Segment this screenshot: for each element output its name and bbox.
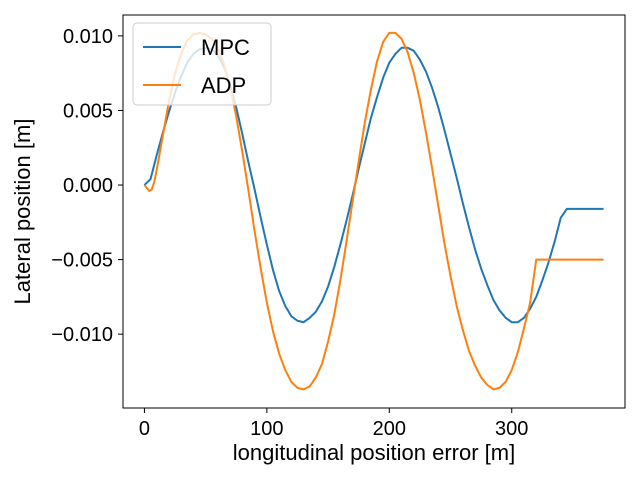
x-axis-label: longitudinal position error [m] xyxy=(233,440,515,465)
y-tick-label: 0.010 xyxy=(63,26,113,48)
legend-label-adp: ADP xyxy=(201,73,246,98)
x-tick-label: 100 xyxy=(250,418,283,440)
y-tick-label: 0.005 xyxy=(63,100,113,122)
y-axis-label: Lateral position [m] xyxy=(10,119,35,305)
y-axis-ticks: −0.010 −0.005 0.000 0.005 0.010 xyxy=(51,26,123,346)
y-tick-label: 0.000 xyxy=(63,175,113,197)
x-axis-ticks: 0 100 200 300 xyxy=(139,408,528,440)
axes-frame xyxy=(122,14,626,409)
y-tick-label: −0.005 xyxy=(51,250,113,272)
x-tick-label: 0 xyxy=(139,418,150,440)
x-tick-label: 200 xyxy=(373,418,406,440)
y-tick-label: −0.010 xyxy=(51,324,113,346)
x-tick-label: 300 xyxy=(495,418,528,440)
legend: MPC ADP xyxy=(132,22,272,106)
legend-label-mpc: MPC xyxy=(201,35,250,60)
